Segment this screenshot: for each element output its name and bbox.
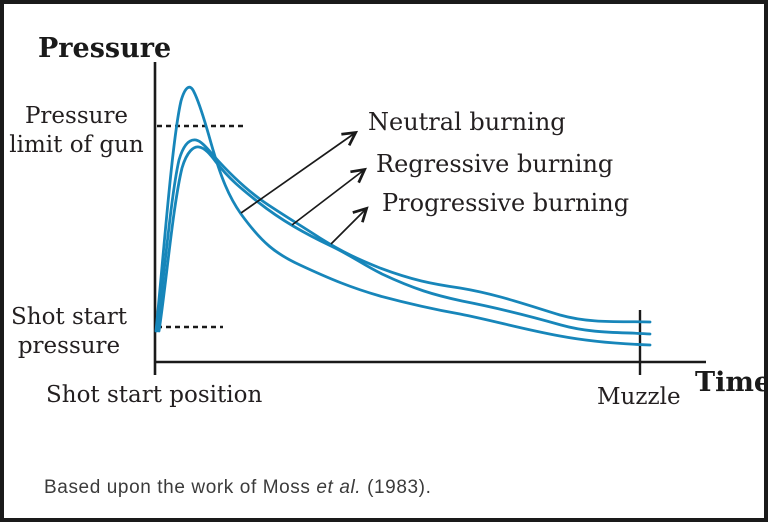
progressive-burning-arrow [330,206,369,245]
regressive-burning-arrow [291,167,367,226]
pressure-limit-label: Pressure limit of gun [9,103,144,159]
shot-start-pressure-label: Shot start pressure [11,304,127,360]
progressive-burning-label: Progressive burning [382,189,630,217]
muzzle-label: Muzzle [597,384,681,410]
y-axis-title: Pressure [38,33,172,64]
source-caption: Based upon the work of Moss et al. (1983… [44,477,431,499]
x-axis-title: Time [695,367,768,398]
curve-progressive-burning [157,145,652,336]
curve-regressive-burning [155,138,652,333]
caption-prefix: Based upon the work of Moss [44,477,317,498]
neutral-burning-label: Neutral burning [368,108,566,136]
neutral-burning-arrow [240,130,359,214]
caption-suffix: (1983). [361,477,432,498]
caption-et-al: et al. [316,477,362,498]
curve-neutral-burning [154,85,652,347]
regressive-burning-label: Regressive burning [376,150,614,178]
shot-start-position-label: Shot start position [46,382,263,408]
